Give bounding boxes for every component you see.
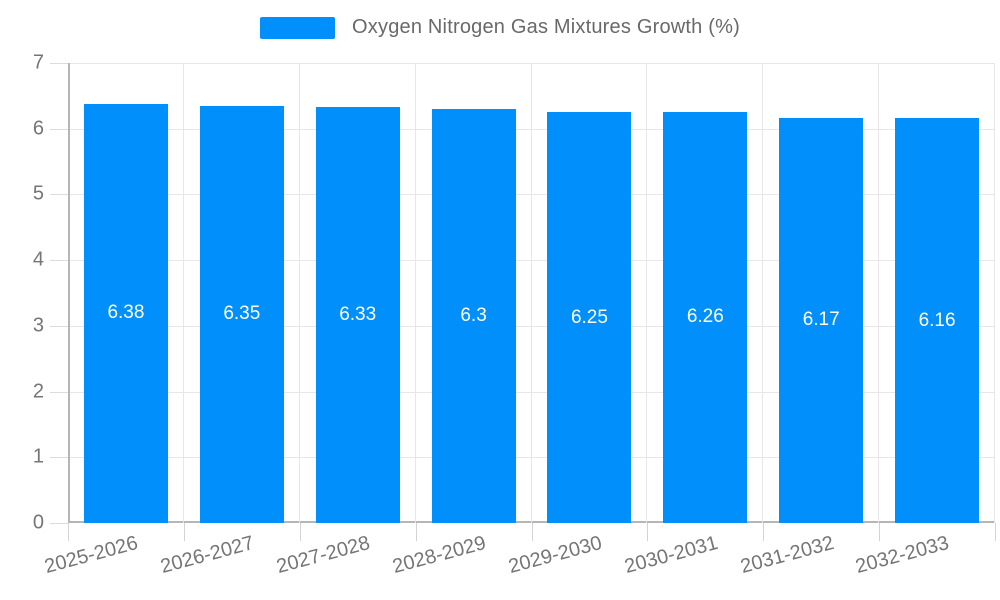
v-gridline-7	[878, 63, 880, 523]
x-axis-tick	[647, 523, 649, 541]
v-gridline-2	[298, 63, 300, 523]
h-gridline-3	[68, 325, 995, 327]
x-axis-label-2026-2027: 2026-2027	[158, 532, 257, 579]
y-axis-tick-label: 3	[32, 314, 44, 337]
x-axis-tick	[68, 523, 69, 541]
y-axis-tick-label: 6	[32, 117, 44, 140]
v-gridline-4	[530, 63, 532, 523]
v-gridline-5	[646, 63, 648, 523]
plot-area: 6.38 6.35 6.33 6.3 6.25 6.26 6.17 6.16	[68, 63, 995, 523]
y-axis-tick	[50, 523, 68, 524]
h-gridline-5	[68, 194, 995, 196]
x-axis-label-2030-2031: 2030-2031	[621, 532, 721, 579]
bar-2030-2031: 6.26	[663, 111, 748, 523]
x-axis-tick	[763, 523, 765, 541]
x-axis-label-2029-2030: 2029-2030	[506, 532, 605, 579]
bar-2028-2029: 6.3	[431, 109, 516, 523]
bar-value-label: 6.33	[339, 304, 377, 326]
x-axis-tick	[299, 523, 301, 541]
h-gridline-1	[68, 457, 995, 459]
y-axis-tick	[50, 128, 68, 130]
bar-value-label: 6.25	[570, 306, 608, 328]
h-gridline-7	[68, 63, 995, 64]
y-axis-tick	[50, 63, 68, 64]
x-axis-label-2027-2028: 2027-2028	[274, 532, 373, 579]
bar-value-label: 6.35	[223, 303, 261, 325]
y-axis-tick-label: 2	[32, 380, 44, 403]
x-axis-label-2032-2033: 2032-2033	[853, 532, 952, 579]
bar-value-label: 6.3	[460, 305, 487, 326]
v-gridline-3	[414, 63, 416, 523]
bar-2025-2026: 6.38	[83, 103, 168, 523]
legend-item[interactable]: Oxygen Nitrogen Gas Mixtures Growth (%)	[260, 16, 740, 39]
v-gridline-0	[68, 63, 70, 523]
legend-swatch-icon	[260, 16, 336, 39]
h-gridline-0	[68, 521, 995, 523]
y-axis-tick-label: 5	[32, 182, 44, 205]
h-gridline-6	[68, 128, 995, 130]
h-gridline-4	[68, 260, 995, 262]
y-axis-tick-label: 7	[32, 51, 44, 74]
bar-2031-2032: 6.17	[779, 117, 864, 523]
y-axis-tick	[50, 457, 68, 459]
v-gridline-8	[994, 63, 995, 523]
x-axis-label-2028-2029: 2028-2029	[390, 532, 489, 579]
x-axis-tick	[879, 523, 881, 541]
bar-2026-2027: 6.35	[199, 105, 284, 523]
bar-value-label: 6.16	[918, 309, 956, 331]
x-axis-label-2025-2026: 2025-2026	[42, 532, 141, 579]
x-axis-tick	[531, 523, 533, 541]
x-axis-tick	[183, 523, 185, 541]
y-axis-tick-label: 4	[32, 248, 44, 271]
h-gridline-2	[68, 391, 995, 393]
y-axis-tick	[50, 260, 68, 262]
x-axis-tick	[995, 523, 996, 541]
v-gridline-6	[762, 63, 764, 523]
bar-value-label: 6.17	[802, 309, 840, 331]
x-axis-label-2031-2032: 2031-2032	[737, 532, 836, 579]
x-axis-tick	[415, 523, 417, 541]
v-gridline-1	[182, 63, 184, 523]
y-axis-tick-label: 1	[32, 445, 44, 468]
bar-2027-2028: 6.33	[315, 107, 400, 523]
y-axis-tick	[50, 391, 68, 393]
bar-value-label: 6.38	[107, 302, 145, 324]
bar-2032-2033: 6.16	[895, 118, 980, 523]
legend-label: Oxygen Nitrogen Gas Mixtures Growth (%)	[352, 16, 740, 38]
y-axis-tick	[50, 194, 68, 196]
y-axis-tick-label: 0	[32, 511, 44, 534]
bar-2029-2030: 6.25	[547, 112, 632, 523]
y-axis-tick	[50, 325, 68, 327]
bar-value-label: 6.26	[686, 306, 724, 328]
legend: Oxygen Nitrogen Gas Mixtures Growth (%)	[0, 16, 1000, 39]
